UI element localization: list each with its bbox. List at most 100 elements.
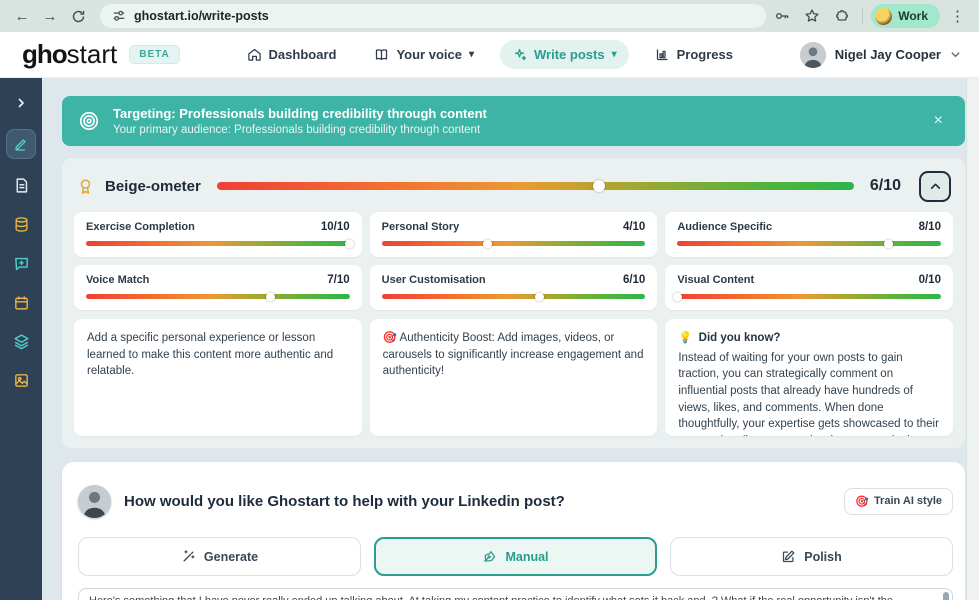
metric-marker xyxy=(535,292,545,301)
post-draft-textarea[interactable]: Here's something that I have never reall… xyxy=(78,588,953,600)
metric-bar xyxy=(86,292,350,301)
mode-manual-button[interactable]: Manual xyxy=(374,537,657,576)
beige-ometer-header: Beige-ometer 6/10 xyxy=(74,168,953,204)
mode-label: Polish xyxy=(804,549,842,564)
tips-grid: Add a specific personal experience or le… xyxy=(74,319,953,436)
ghostart-logo[interactable]: gho start xyxy=(22,39,117,70)
nav-dashboard[interactable]: Dashboard xyxy=(235,40,349,69)
metric-label: Visual Content xyxy=(677,274,755,286)
beta-badge: BETA xyxy=(129,45,180,64)
tip-card-suggestion: Add a specific personal experience or le… xyxy=(74,319,362,436)
bookmark-star-button[interactable] xyxy=(800,4,824,28)
beige-ometer-marker xyxy=(593,180,606,192)
tip-card-did-you-know: 💡 Did you know? Instead of waiting for y… xyxy=(665,319,953,436)
sidebar-expand-button[interactable] xyxy=(8,90,34,116)
sparkles-icon xyxy=(514,48,527,61)
metric-value: 7/10 xyxy=(327,274,350,286)
sidebar-item-layers[interactable] xyxy=(8,328,34,354)
metric-bar xyxy=(381,239,646,248)
comment-plus-icon xyxy=(14,257,28,270)
page-scrollbar-track[interactable] xyxy=(966,78,979,600)
train-button-label: Train AI style xyxy=(873,495,942,507)
metric-marker xyxy=(345,239,355,248)
person-photo xyxy=(799,41,826,68)
browser-profile-button[interactable]: Work xyxy=(871,4,940,28)
metric-label: Audience Specific xyxy=(677,221,773,233)
metric-marker xyxy=(672,292,682,301)
browser-back-button[interactable]: ← xyxy=(14,7,30,25)
mode-label: Manual xyxy=(505,549,549,564)
collapse-panel-button[interactable] xyxy=(919,170,951,202)
metric-card-visual-content: Visual Content 0/10 xyxy=(665,265,953,310)
image-icon xyxy=(14,373,28,387)
metric-value: 8/10 xyxy=(918,221,941,233)
metric-value: 4/10 xyxy=(622,221,646,233)
nav-label: Dashboard xyxy=(268,47,337,62)
mode-selector: Generate Manual Polish xyxy=(78,537,953,576)
url-text: ghostart.io/write-posts xyxy=(134,9,269,23)
metric-bar xyxy=(672,292,941,301)
mode-polish-button[interactable]: Polish xyxy=(670,537,953,576)
sidebar-item-database[interactable] xyxy=(8,211,34,237)
metric-label: Personal Story xyxy=(381,221,460,233)
sidebar xyxy=(0,78,42,600)
nav-progress[interactable]: Progress xyxy=(643,40,745,69)
textarea-scrollbar-thumb[interactable] xyxy=(943,592,949,600)
chevron-down-icon: ▾ xyxy=(611,49,617,60)
composer-header: How would you like Ghostart to help with… xyxy=(78,478,953,524)
sidebar-item-images[interactable] xyxy=(8,367,34,393)
bulb-icon: 💡 xyxy=(678,332,693,344)
beige-ometer-title: Beige-ometer xyxy=(105,177,201,195)
logo-light: start xyxy=(66,39,118,69)
metric-grid: Exercise Completion 10/10 Personal Story 4… xyxy=(74,212,953,310)
sidebar-item-write[interactable] xyxy=(6,129,36,159)
metric-value: 0/10 xyxy=(918,274,941,286)
edit-square-icon xyxy=(783,550,795,563)
tip-card-authenticity-boost: 🎯 Authenticity Boost: Add images, videos… xyxy=(369,319,658,436)
document-icon xyxy=(16,177,27,193)
nav-your-voice[interactable]: Your voice ▾ xyxy=(362,40,486,69)
metric-card-exercise-completion: Exercise Completion 10/10 xyxy=(74,212,362,257)
user-avatar xyxy=(799,41,826,68)
draft-text: Here's something that I have never reall… xyxy=(89,595,893,600)
composer-heading: How would you like Ghostart to help with… xyxy=(124,492,565,510)
password-key-button[interactable] xyxy=(770,4,794,28)
tip-text: Add a specific personal experience or le… xyxy=(87,332,334,378)
browser-forward-button[interactable]: → xyxy=(42,7,58,25)
extensions-button[interactable] xyxy=(830,4,854,28)
book-icon xyxy=(376,49,388,60)
metric-label: Exercise Completion xyxy=(86,221,195,233)
target-icon xyxy=(79,111,99,131)
sidebar-item-documents[interactable] xyxy=(8,172,34,198)
train-ai-style-button[interactable]: 🎯 Train AI style xyxy=(844,487,953,515)
browser-menu-button[interactable]: ⋮ xyxy=(950,8,965,25)
puzzle-icon xyxy=(836,10,849,21)
database-icon xyxy=(14,216,28,232)
sidebar-item-calendar[interactable] xyxy=(8,289,34,315)
user-menu[interactable]: Nigel Jay Cooper xyxy=(799,41,961,68)
metric-value: 10/10 xyxy=(320,221,350,233)
profile-label: Work xyxy=(898,9,928,23)
pencil-icon xyxy=(15,139,26,151)
magic-wand-icon xyxy=(183,550,195,562)
banner-title: Targeting: Professionals building credib… xyxy=(113,106,487,121)
mode-generate-button[interactable]: Generate xyxy=(78,537,361,576)
bar-chart-icon xyxy=(656,49,668,61)
user-name: Nigel Jay Cooper xyxy=(834,47,941,62)
beige-ometer-bar xyxy=(216,180,854,192)
nav-write-posts[interactable]: Write posts ▾ xyxy=(500,40,629,69)
tip-heading: Did you know? xyxy=(698,332,781,344)
main-content: Targeting: Professionals building credib… xyxy=(42,78,979,600)
pen-nib-icon xyxy=(484,551,496,562)
banner-close-button[interactable]: × xyxy=(933,112,943,129)
browser-reload-button[interactable] xyxy=(66,4,90,28)
dart-icon: 🎯 xyxy=(855,495,869,508)
nav-label: Write posts xyxy=(534,47,605,62)
address-bar[interactable]: ghostart.io/write-posts xyxy=(100,4,767,28)
site-info-icon xyxy=(113,10,125,21)
metric-card-voice-match: Voice Match 7/10 xyxy=(74,265,362,310)
chevron-down-icon: ▾ xyxy=(468,49,474,60)
profile-avatar xyxy=(875,7,893,25)
mode-label: Generate xyxy=(203,549,259,564)
sidebar-item-comments[interactable] xyxy=(8,250,34,276)
